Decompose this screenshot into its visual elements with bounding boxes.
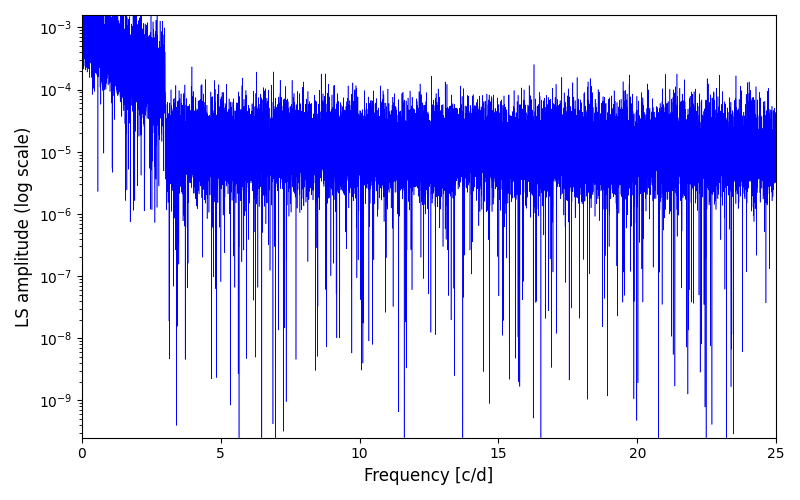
Y-axis label: LS amplitude (log scale): LS amplitude (log scale): [15, 126, 33, 326]
X-axis label: Frequency [c/d]: Frequency [c/d]: [364, 467, 494, 485]
